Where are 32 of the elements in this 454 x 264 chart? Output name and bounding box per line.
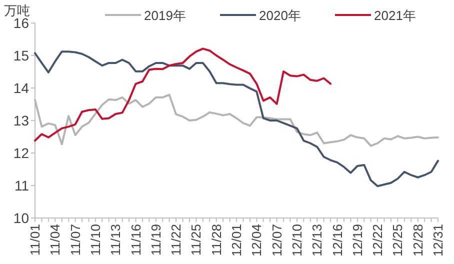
y-tick-label: 12 bbox=[13, 145, 30, 161]
x-tick-label: 12/28 bbox=[410, 224, 426, 257]
x-tick-label: 11/01 bbox=[28, 224, 42, 256]
x-tick-label: 11/04 bbox=[48, 224, 63, 256]
x-tick-label: 12/16 bbox=[330, 224, 345, 257]
x-tick-label: 12/10 bbox=[289, 224, 304, 257]
y-tick-label: 11 bbox=[14, 178, 30, 194]
x-tick-label: 11/25 bbox=[188, 224, 204, 256]
x-tick-label: 12/13 bbox=[310, 224, 325, 257]
x-tick-label: 12/04 bbox=[249, 224, 264, 257]
x-tick-label: 12/01 bbox=[229, 224, 244, 257]
x-tick-label: 12/22 bbox=[370, 224, 386, 257]
x-tick-label: 12/25 bbox=[390, 224, 406, 257]
legend-label: 2021年 bbox=[374, 8, 416, 23]
x-tick-label: 11/07 bbox=[68, 224, 83, 256]
x-tick-label: 11/19 bbox=[148, 224, 164, 256]
x-tick-label: 11/13 bbox=[108, 224, 124, 256]
legend-label: 2019年 bbox=[144, 8, 186, 23]
x-tick-label: 11/28 bbox=[208, 224, 224, 256]
y-tick-label: 10 bbox=[13, 210, 30, 226]
x-tick-label: 11/22 bbox=[168, 224, 184, 256]
legend-label: 2020年 bbox=[259, 8, 301, 23]
x-tick-label: 12/07 bbox=[269, 224, 284, 257]
y-tick-label: 16 bbox=[13, 15, 30, 31]
y-tick-label: 14 bbox=[13, 80, 30, 96]
x-tick-label: 12/31 bbox=[430, 224, 446, 257]
y-tick-label: 13 bbox=[13, 112, 30, 128]
y-axis-title: 万吨 bbox=[4, 3, 30, 18]
y-tick-label: 15 bbox=[13, 48, 30, 64]
x-tick-label: 11/10 bbox=[88, 224, 103, 256]
x-tick-label: 12/19 bbox=[350, 224, 365, 257]
x-tick-label: 11/16 bbox=[128, 224, 144, 256]
